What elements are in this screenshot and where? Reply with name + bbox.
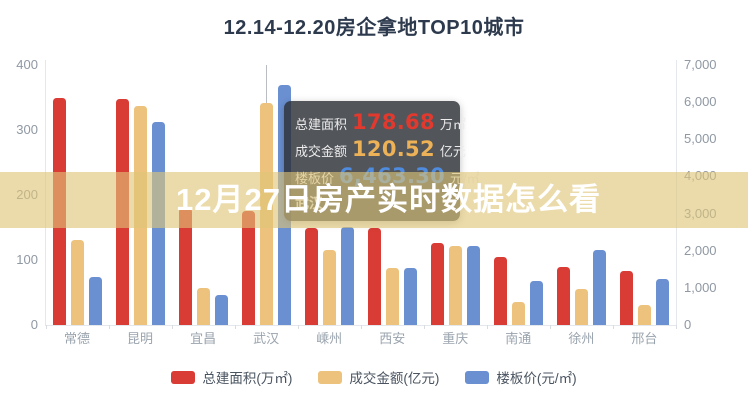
category-label-嵊州: 嵊州 — [316, 331, 343, 346]
right-axis-tick-label: 7,000 — [684, 57, 717, 72]
bar-宜昌-成交金额(亿元)[interactable] — [196, 287, 210, 325]
category-label-武汉: 武汉 — [253, 331, 280, 346]
tooltip-row-成交金额: 成交金额 120.52 亿元 — [295, 137, 466, 164]
chart-title: 12.14-12.20房企拿地TOP10城市 — [223, 17, 525, 39]
x-axis-tick — [549, 325, 551, 329]
tooltip-row-label: 总建面积 — [295, 117, 348, 132]
x-axis-tick — [45, 325, 47, 329]
category-label-常德: 常德 — [63, 331, 90, 346]
bar-西安-成交金额(亿元)[interactable] — [385, 268, 399, 325]
right-axis-tick-label: 2,000 — [684, 242, 717, 258]
right-axis-tick-label: 5,000 — [684, 131, 717, 147]
bar-重庆-总建面积(万㎡)[interactable] — [430, 243, 444, 325]
legend-item-成交金额(亿元)[interactable]: 成交金额(亿元) — [318, 367, 439, 387]
bar-徐州-成交金额(亿元)[interactable] — [574, 289, 588, 326]
headline-text: 12月27日房产实时数据怎么看 — [176, 182, 601, 217]
bar-西安-总建面积(万㎡)[interactable] — [367, 228, 381, 325]
legend: 总建面积(万㎡) 成交金额(亿元) 楼板价(元/㎡) — [0, 367, 748, 387]
legend-label: 成交金额(亿元) — [349, 371, 440, 386]
bar-宜昌-楼板价(元/㎡)[interactable] — [214, 294, 228, 325]
x-axis-tick — [108, 325, 110, 329]
tooltip-row-label: 成交金额 — [295, 144, 348, 159]
headline-band — [0, 172, 748, 228]
bar-常德-楼板价(元/㎡)[interactable] — [88, 277, 102, 325]
bar-邢台-成交金额(亿元)[interactable] — [638, 304, 651, 325]
category-label-南通: 南通 — [505, 331, 532, 346]
right-axis-tick-label: 0 — [684, 317, 692, 332]
x-axis-tick — [676, 325, 677, 329]
legend-label: 总建面积(万㎡) — [202, 371, 293, 386]
x-axis-tick — [612, 325, 614, 329]
legend-marker — [465, 370, 490, 384]
category-label-邢台: 邢台 — [631, 331, 658, 346]
bar-邢台-总建面积(万㎡)[interactable] — [620, 271, 633, 325]
left-axis-tick-label: 400 — [16, 57, 38, 72]
bar-武汉-总建面积(万㎡)[interactable] — [241, 211, 255, 326]
legend-label: 楼板价(元/㎡) — [496, 371, 577, 386]
left-axis-tick-label: 300 — [16, 122, 38, 137]
legend-item-总建面积(万㎡)[interactable]: 总建面积(万㎡) — [171, 367, 292, 387]
tooltip-row-总建面积: 总建面积 178.68 万㎡ — [295, 110, 466, 137]
tooltip-row-unit: 亿元 — [439, 144, 466, 159]
right-axis-tick-label: 1,000 — [684, 279, 717, 295]
left-axis-tick-label: 100 — [16, 252, 38, 267]
bar-嵊州-总建面积(万㎡)[interactable] — [304, 228, 318, 325]
x-axis-tick — [486, 325, 488, 329]
bar-邢台-楼板价(元/㎡)[interactable] — [656, 279, 669, 325]
bar-徐州-总建面积(万㎡)[interactable] — [556, 266, 570, 325]
bar-重庆-成交金额(亿元)[interactable] — [448, 246, 462, 325]
bar-宜昌-总建面积(万㎡)[interactable] — [178, 208, 192, 325]
bar-西安-楼板价(元/㎡)[interactable] — [403, 268, 417, 325]
x-axis-tick — [360, 325, 362, 329]
bar-南通-总建面积(万㎡)[interactable] — [493, 257, 507, 325]
category-label-徐州: 徐州 — [568, 331, 595, 346]
x-axis-tick — [297, 325, 299, 329]
x-axis-tick — [423, 325, 425, 329]
tooltip-row-unit: 万㎡ — [439, 117, 466, 132]
right-axis-tick-label: 6,000 — [684, 94, 717, 110]
tooltip-row-value: 120.52 — [352, 137, 435, 161]
category-label-宜昌: 宜昌 — [190, 331, 217, 346]
bar-重庆-楼板价(元/㎡)[interactable] — [466, 245, 480, 325]
x-axis-tick — [171, 325, 173, 329]
bar-嵊州-楼板价(元/㎡)[interactable] — [340, 226, 354, 325]
x-axis-tick — [234, 325, 236, 329]
tooltip-row-value: 178.68 — [352, 110, 435, 134]
category-label-昆明: 昆明 — [126, 331, 153, 346]
bar-徐州-楼板价(元/㎡)[interactable] — [592, 250, 606, 325]
bar-常德-成交金额(亿元)[interactable] — [70, 239, 84, 325]
legend-marker — [318, 370, 343, 384]
bar-南通-成交金额(亿元)[interactable] — [511, 301, 525, 325]
bar-嵊州-成交金额(亿元)[interactable] — [322, 250, 336, 326]
left-axis-tick-label: 0 — [30, 317, 38, 332]
bar-南通-楼板价(元/㎡)[interactable] — [529, 281, 543, 325]
category-label-西安: 西安 — [379, 331, 406, 346]
legend-marker — [171, 370, 196, 384]
legend-item-楼板价(元/㎡)[interactable]: 楼板价(元/㎡) — [465, 367, 577, 387]
category-label-重庆: 重庆 — [442, 331, 469, 346]
